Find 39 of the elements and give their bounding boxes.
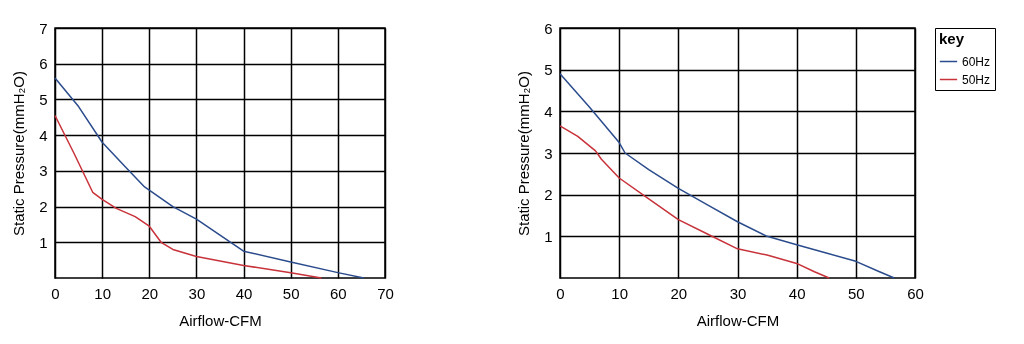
line-series — [54, 114, 323, 279]
x-tick-label: 60 — [907, 284, 924, 302]
x-tick-label: 40 — [788, 284, 806, 302]
x-tick-label: 20 — [141, 284, 159, 302]
x-axis-title: Airflow-CFM — [696, 311, 780, 329]
y-tick-label: 2 — [544, 186, 553, 204]
x-axis-title: Airflow-CFM — [179, 311, 262, 329]
x-tick-label: 10 — [94, 284, 111, 302]
x-tick-label: 60 — [330, 284, 347, 302]
x-tick-label: 30 — [729, 284, 747, 302]
y-tick-label: 6 — [39, 55, 48, 73]
y-tick-label: 3 — [39, 162, 48, 180]
x-tick-label: 30 — [188, 284, 206, 302]
x-tick-label: 0 — [556, 284, 565, 302]
x-tick-label: 10 — [611, 284, 629, 302]
y-tick-label: 6 — [544, 19, 553, 37]
x-tick-label: 20 — [670, 284, 688, 302]
line-series — [559, 125, 830, 279]
x-tick-label: 40 — [235, 284, 253, 302]
x-tick-label: 50 — [847, 284, 865, 302]
y-tick-label: 3 — [544, 144, 553, 162]
y-tick-label: 5 — [39, 90, 48, 108]
line-series — [559, 73, 896, 279]
legend-title: key — [939, 30, 965, 47]
legend-label: 50Hz — [962, 72, 991, 87]
x-tick-label: 50 — [282, 284, 300, 302]
legend-label: 60Hz — [962, 54, 991, 69]
y-tick-label: 4 — [39, 126, 48, 144]
x-tick-label: 70 — [377, 284, 394, 302]
x-tick-label: 0 — [51, 284, 60, 302]
y-axis-title: Static Pressure(mmH₂O) — [10, 70, 28, 237]
y-tick-label: 1 — [39, 233, 48, 251]
y-tick-label: 1 — [544, 227, 553, 245]
line-series — [54, 77, 365, 279]
y-tick-label: 5 — [544, 61, 553, 79]
y-tick-label: 7 — [39, 19, 48, 37]
y-tick-label: 2 — [39, 198, 48, 216]
y-axis-title: Static Pressure(mmH₂O) — [515, 70, 533, 237]
y-tick-label: 4 — [544, 102, 553, 120]
